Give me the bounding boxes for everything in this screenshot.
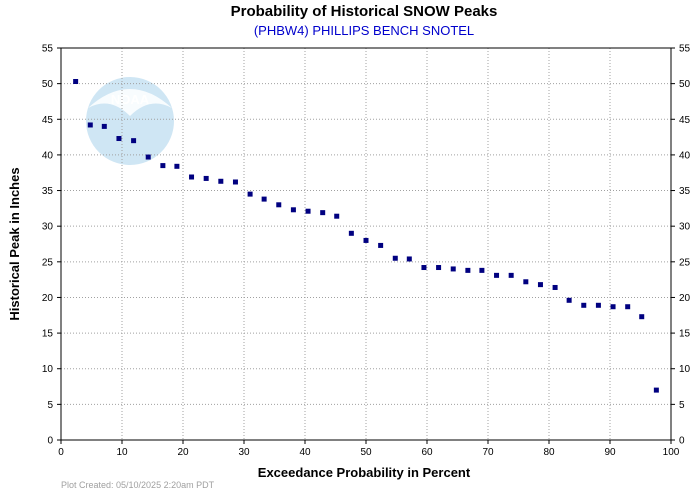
- x-tick-label: 100: [663, 447, 680, 458]
- data-point: [101, 123, 107, 129]
- data-point: [610, 304, 616, 310]
- y-tick-label-right: 45: [679, 115, 691, 126]
- data-point: [189, 174, 195, 180]
- noaa-logo-text: NOAA: [111, 92, 150, 107]
- x-tick-label: 50: [360, 447, 372, 458]
- data-point: [595, 302, 601, 308]
- data-point: [508, 272, 514, 278]
- x-tick-label: 70: [482, 447, 494, 458]
- data-point: [566, 297, 572, 303]
- data-point: [87, 122, 93, 128]
- y-tick-label-left: 55: [42, 44, 54, 55]
- data-point: [348, 230, 354, 236]
- x-tick-label: 20: [177, 447, 189, 458]
- data-point: [523, 279, 529, 285]
- footer-timestamp: Plot Created: 05/10/2025 2:20am PDT: [61, 480, 215, 490]
- y-tick-label-left: 10: [42, 364, 54, 375]
- x-tick-label: 80: [543, 447, 555, 458]
- noaa-gull-icon: [88, 89, 172, 116]
- x-tick-label: 90: [604, 447, 616, 458]
- y-tick-label-right: 0: [679, 436, 685, 447]
- data-point: [160, 163, 166, 169]
- y-tick-label-left: 15: [42, 329, 54, 340]
- y-tick-label-right: 5: [679, 400, 685, 411]
- data-point: [174, 163, 180, 169]
- y-tick-label-right: 35: [679, 186, 691, 197]
- data-point: [363, 237, 369, 243]
- data-point: [639, 314, 645, 320]
- data-point: [625, 304, 631, 310]
- data-point: [406, 256, 412, 262]
- data-point: [232, 179, 238, 185]
- data-point: [421, 265, 427, 271]
- grid-lines: [61, 48, 671, 440]
- chart-subtitle: (PHBW4) PHILLIPS BENCH SNOTEL: [254, 23, 474, 38]
- y-tick-label-left: 45: [42, 115, 54, 126]
- data-point: [203, 175, 209, 181]
- data-point: [436, 265, 442, 271]
- y-axis-label: Historical Peak in Inches: [7, 167, 22, 320]
- data-point: [378, 242, 384, 248]
- data-point: [261, 196, 267, 202]
- x-tick-label: 10: [116, 447, 128, 458]
- data-point: [320, 210, 326, 216]
- chart-title: Probability of Historical SNOW Peaks: [231, 3, 498, 20]
- data-point: [247, 191, 253, 197]
- data-point: [450, 266, 456, 272]
- x-tick-label: 30: [238, 447, 250, 458]
- data-point: [465, 267, 471, 273]
- data-point: [305, 208, 311, 214]
- y-tick-label-left: 20: [42, 293, 54, 304]
- data-point: [334, 213, 340, 219]
- y-tick-label-right: 40: [679, 150, 691, 161]
- data-point: [494, 272, 500, 278]
- x-tick-label: 60: [421, 447, 433, 458]
- y-tick-label-left: 25: [42, 257, 54, 268]
- noaa-logo: NOAA: [86, 77, 174, 165]
- x-tick-label: 40: [299, 447, 311, 458]
- data-point: [145, 154, 151, 160]
- y-tick-label-right: 20: [679, 293, 691, 304]
- y-tick-label-left: 5: [47, 400, 53, 411]
- data-point: [581, 302, 587, 308]
- y-tick-label-right: 25: [679, 257, 691, 268]
- y-tick-label-right: 55: [679, 44, 691, 55]
- data-point: [276, 202, 282, 208]
- x-tick-label: 0: [58, 447, 64, 458]
- y-tick-label-left: 40: [42, 150, 54, 161]
- data-point: [73, 78, 79, 84]
- y-tick-label-right: 10: [679, 364, 691, 375]
- y-tick-label-left: 30: [42, 222, 54, 233]
- data-point: [116, 136, 122, 142]
- data-points: [73, 78, 659, 393]
- y-tick-label-right: 50: [679, 79, 691, 90]
- y-tick-label-right: 15: [679, 329, 691, 340]
- y-tick-label-left: 0: [47, 436, 53, 447]
- data-point: [537, 282, 543, 288]
- y-tick-label-right: 30: [679, 222, 691, 233]
- data-point: [653, 387, 659, 393]
- data-point: [290, 207, 296, 213]
- data-point: [392, 255, 398, 261]
- data-point: [218, 178, 224, 184]
- data-point: [131, 138, 137, 144]
- data-point: [479, 267, 485, 273]
- y-tick-label-left: 35: [42, 186, 54, 197]
- data-point: [552, 284, 558, 290]
- x-axis-label: Exceedance Probability in Percent: [258, 465, 471, 480]
- y-tick-label-left: 50: [42, 79, 54, 90]
